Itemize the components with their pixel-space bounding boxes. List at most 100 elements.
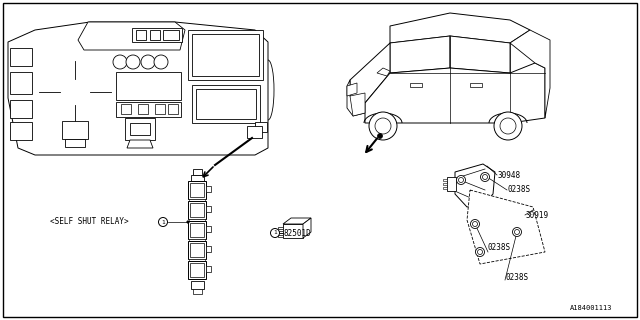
Bar [443,179,447,181]
Bar [116,102,181,117]
Circle shape [271,228,280,237]
Bar [190,183,204,197]
Bar [443,183,447,185]
Circle shape [187,221,189,223]
Bar [443,187,447,189]
Polygon shape [350,93,365,116]
Bar [65,139,85,147]
Bar [278,231,283,233]
Bar [470,83,482,87]
Bar [206,206,211,212]
Bar [188,201,206,219]
Text: 30948: 30948 [497,171,520,180]
Circle shape [472,221,477,227]
Circle shape [378,133,383,139]
Bar [190,203,204,217]
Circle shape [458,178,463,182]
Polygon shape [283,224,303,238]
Bar [189,239,205,241]
Circle shape [477,250,483,254]
Polygon shape [450,36,510,73]
Circle shape [375,118,391,134]
Bar [188,261,206,279]
Text: 0238S: 0238S [488,244,511,252]
Bar [196,89,256,119]
Text: 0238S: 0238S [507,186,530,195]
Bar [190,263,204,277]
Polygon shape [510,30,550,118]
Circle shape [126,55,140,69]
Text: 82501D: 82501D [284,228,312,237]
Bar [150,30,160,40]
Bar [10,48,32,66]
Bar [62,121,88,139]
Text: A184001113: A184001113 [570,305,612,311]
Ellipse shape [60,79,90,105]
Circle shape [141,55,155,69]
Bar [10,72,32,94]
Bar [278,227,283,229]
Ellipse shape [39,61,111,123]
Circle shape [159,218,168,227]
Bar [10,100,32,118]
Bar [155,104,165,114]
Circle shape [476,247,484,257]
Circle shape [113,55,127,69]
Polygon shape [78,22,185,50]
Circle shape [456,175,465,185]
Bar [192,34,259,76]
Circle shape [494,112,522,140]
Bar [188,30,263,80]
Bar [163,30,179,40]
Polygon shape [127,140,153,148]
Bar [190,223,204,237]
Bar [447,177,456,191]
Polygon shape [467,190,545,264]
Bar [191,281,204,289]
Circle shape [481,172,490,181]
Circle shape [483,174,488,180]
Bar [10,122,32,140]
Bar [193,169,202,175]
Bar [189,259,205,261]
Bar [192,85,260,123]
Text: 0238S: 0238S [505,274,528,283]
Bar [125,118,155,140]
Bar [188,181,206,199]
Bar [255,122,267,132]
Circle shape [515,229,520,235]
Bar [130,123,150,135]
Circle shape [500,118,516,134]
Bar [206,246,211,252]
Bar [278,235,283,237]
Text: 30919: 30919 [525,211,548,220]
Polygon shape [8,22,268,155]
Polygon shape [350,43,390,103]
Bar [132,28,182,42]
Circle shape [369,112,397,140]
Polygon shape [390,36,450,73]
Bar [247,126,262,138]
Polygon shape [390,13,530,43]
Bar [188,221,206,239]
Bar [410,83,422,87]
Polygon shape [365,63,545,123]
Polygon shape [303,218,311,238]
Polygon shape [455,164,495,207]
Bar [206,226,211,232]
Bar [168,104,178,114]
Bar [116,72,181,100]
Polygon shape [283,218,311,224]
Circle shape [154,55,168,69]
Polygon shape [347,80,365,116]
Bar [138,104,148,114]
Text: 1: 1 [161,220,165,225]
Circle shape [513,228,522,236]
Bar [190,243,204,257]
Bar [189,219,205,221]
Bar [121,104,131,114]
Bar [136,30,146,40]
Bar [189,199,205,201]
Polygon shape [347,83,357,96]
Circle shape [470,220,479,228]
